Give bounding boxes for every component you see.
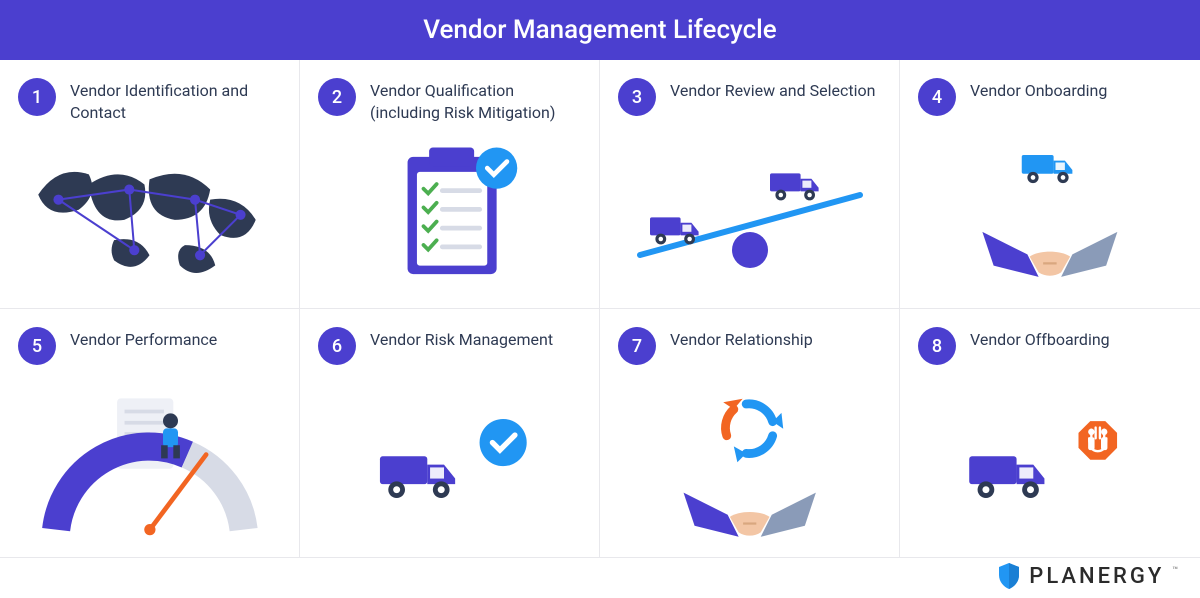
step-cell: 7 Vendor Relationship	[600, 309, 900, 558]
step-illustration	[18, 383, 281, 547]
step-number-badge: 2	[318, 78, 356, 116]
step-label: Vendor Qualification (including Risk Mit…	[370, 78, 581, 123]
steps-grid: 1 Vendor Identification and Contact	[0, 60, 1200, 550]
step-header: 4 Vendor Onboarding	[918, 78, 1182, 134]
step-number-badge: 3	[618, 78, 656, 116]
step-cell: 8 Vendor Offboarding	[900, 309, 1200, 558]
step-label: Vendor Onboarding	[970, 78, 1107, 102]
step-header: 2 Vendor Qualification (including Risk M…	[318, 78, 581, 134]
step-cell: 3 Vendor Review and Selection	[600, 60, 900, 309]
step-illustration	[918, 383, 1182, 547]
brand-footer: PLANERGY ™	[997, 562, 1178, 590]
step-label: Vendor Risk Management	[370, 327, 553, 351]
step-cell: 2 Vendor Qualification (including Risk M…	[300, 60, 600, 309]
step-illustration	[318, 134, 581, 298]
step-cell: 6 Vendor Risk Management	[300, 309, 600, 558]
step-header: 6 Vendor Risk Management	[318, 327, 581, 383]
step-header: 5 Vendor Performance	[18, 327, 281, 383]
step-label: Vendor Review and Selection	[670, 78, 875, 102]
step-illustration	[618, 134, 881, 298]
step-label: Vendor Performance	[70, 327, 217, 351]
step-illustration	[918, 134, 1182, 298]
step-number-badge: 8	[918, 327, 956, 365]
step-number-badge: 4	[918, 78, 956, 116]
step-header: 8 Vendor Offboarding	[918, 327, 1182, 383]
step-illustration	[318, 383, 581, 547]
brand-name: PLANERGY	[1029, 564, 1164, 589]
step-number-badge: 1	[18, 78, 56, 116]
step-cell: 5 Vendor Performance	[0, 309, 300, 558]
step-illustration	[18, 134, 281, 298]
step-number-badge: 7	[618, 327, 656, 365]
step-cell: 4 Vendor Onboarding	[900, 60, 1200, 309]
step-label: Vendor Identification and Contact	[70, 78, 281, 123]
step-label: Vendor Relationship	[670, 327, 813, 351]
brand-tm: ™	[1172, 566, 1178, 576]
step-header: 3 Vendor Review and Selection	[618, 78, 881, 134]
step-cell: 1 Vendor Identification and Contact	[0, 60, 300, 309]
step-number-badge: 5	[18, 327, 56, 365]
header: Vendor Management Lifecycle	[0, 0, 1200, 60]
step-label: Vendor Offboarding	[970, 327, 1110, 351]
step-number-badge: 6	[318, 327, 356, 365]
shield-icon	[997, 562, 1021, 590]
step-illustration	[618, 383, 881, 547]
step-header: 7 Vendor Relationship	[618, 327, 881, 383]
header-title: Vendor Management Lifecycle	[423, 15, 777, 45]
step-header: 1 Vendor Identification and Contact	[18, 78, 281, 134]
